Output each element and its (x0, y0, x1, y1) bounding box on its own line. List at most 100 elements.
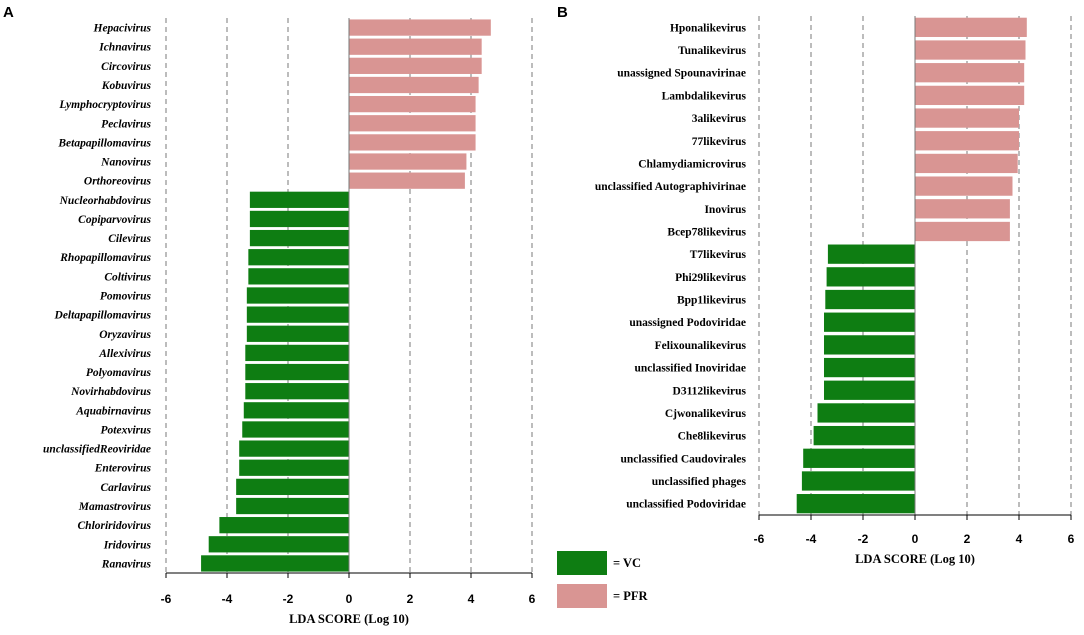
b-category-label: Tunalikevirus (678, 45, 746, 57)
a-bar-chloriridovirus (219, 517, 349, 534)
a-bar-nanovirus (349, 153, 467, 170)
a-bar-pomovirus (246, 287, 349, 304)
b-bar-unclassified-autographivirinae (915, 176, 1013, 196)
a-bar-copiparvovirus (249, 210, 349, 228)
a-bar-carlavirus (236, 478, 349, 496)
b-bar-hponalikevirus (915, 17, 1027, 37)
a-bar-aquabirnavirus (243, 402, 349, 419)
b-category-label: Bpp1likevirus (677, 295, 747, 307)
b-category-label: Che8likevirus (678, 431, 747, 443)
b-bar-unassigned-spounavirinae (915, 63, 1025, 83)
a-bar-potexvirus (242, 421, 349, 438)
a-category-label: Oryzavirus (99, 329, 151, 341)
b-category-label: D3112likevirus (673, 385, 747, 397)
a-category-label: Circovirus (101, 61, 151, 73)
b-category-label: 3alikevirus (692, 113, 747, 125)
b-bar-t7likevirus (827, 244, 915, 264)
panel-b-x-axis-title: LDA SCORE (Log 10) (855, 552, 975, 566)
b-category-label: 77likevirus (692, 136, 747, 148)
a-bar-orthoreovirus (349, 172, 465, 189)
a-category-label: Orthoreovirus (84, 176, 152, 188)
a-x-tick-label: 6 (529, 592, 536, 606)
panel-b-letter: B (557, 4, 568, 21)
b-x-tick-label: -4 (806, 532, 817, 546)
b-category-label: Felixounalikevirus (655, 340, 747, 352)
b-bar-unclassified-inoviridae (824, 357, 915, 378)
a-bar-kobuvirus (349, 76, 479, 94)
b-bar-lambdalikevirus (915, 85, 1025, 106)
legend-vc-swatch (557, 551, 607, 575)
a-category-label: Potexvirus (101, 424, 152, 436)
b-category-label: unassigned Spounavirinae (617, 68, 746, 80)
a-category-label: Deltapapillomavirus (54, 310, 152, 322)
a-category-label: Carlavirus (101, 482, 152, 494)
panel-a-chart: -6 -4 -2 0 2 4 6 Hepacivirus Ichnavirus Circoviru… (43, 18, 536, 606)
panel-a-x-axis-title: LDA SCORE (Log 10) (289, 612, 409, 626)
legend-pfr-label: = PFR (613, 589, 649, 603)
a-category-label: Iridovirus (103, 539, 152, 551)
b-bar-3alikevirus (915, 108, 1019, 128)
a-category-label: Rhopapillomavirus (59, 252, 151, 264)
b-bar-unassigned-podoviridae (824, 312, 915, 332)
legend-pfr-swatch (557, 584, 607, 608)
a-category-label: Copiparvovirus (78, 214, 151, 226)
a-category-label: Polyomavirus (86, 367, 152, 379)
b-bar-che8likevirus (813, 425, 915, 446)
a-category-label: Peclavirus (101, 118, 151, 130)
legend-vc-label: = VC (613, 556, 641, 570)
a-category-label: Lymphocryptovirus (58, 99, 151, 111)
a-bar-betapapillomavirus (349, 134, 476, 151)
a-bar-iridovirus (208, 536, 349, 553)
a-bar-mamastrovirus (236, 497, 349, 515)
legend: = VC = PFR (557, 551, 649, 608)
b-category-label: Bcep78likevirus (667, 226, 746, 238)
b-bar-unclassified-podoviridae (796, 494, 915, 514)
a-category-label: Ichnavirus (98, 42, 151, 54)
a-bar-oryzavirus (246, 325, 349, 342)
a-bar-cilevirus (249, 229, 349, 247)
a-category-label: Aquabirnavirus (75, 405, 151, 417)
a-category-label: Novirhabdovirus (70, 386, 151, 398)
a-category-label: unclassifiedReoviridae (43, 444, 151, 456)
a-category-label: Nucleorhabdovirus (59, 195, 152, 207)
a-category-label: Enterovirus (94, 463, 152, 475)
b-x-tick-label: 0 (912, 532, 919, 546)
b-category-label: unclassified phages (652, 476, 747, 488)
panel-b-chart: -6 -4 -2 0 2 4 6 Hponalikevirus Tunalikevirus una… (595, 16, 1075, 546)
a-bar-rhopapillomavirus (248, 249, 349, 266)
a-x-tick-label: -6 (161, 592, 172, 606)
a-bar-allexivirus (245, 344, 349, 362)
b-bar-phi29likevirus (826, 267, 915, 287)
a-category-label: Betapapillomavirus (57, 137, 151, 149)
a-bar-nucleorhabdovirus (249, 191, 349, 208)
b-category-label: Inovirus (704, 204, 746, 216)
a-bar-circovirus (349, 57, 482, 74)
panel-a-letter: A (3, 4, 14, 21)
a-category-label: Nanovirus (100, 157, 151, 169)
a-bar-hepacivirus (349, 19, 491, 36)
b-category-label: unassigned Podoviridae (629, 317, 746, 329)
b-category-label: Lambdalikevirus (662, 90, 747, 102)
a-bar-ranavirus (201, 555, 349, 572)
b-bar-cjwonalikevirus (817, 403, 915, 423)
b-category-label: T7likevirus (690, 249, 747, 261)
b-category-label: unclassified Caudovirales (620, 453, 746, 465)
a-category-label: Kobuvirus (101, 80, 152, 92)
a-category-label: Ranavirus (101, 558, 152, 570)
b-bar-unclassified-caudovirales (803, 448, 915, 468)
a-x-tick-label: -2 (283, 592, 294, 606)
a-category-label: Cilevirus (108, 233, 151, 245)
b-bar-d3112likevirus (824, 380, 915, 400)
b-bar-inovirus (915, 199, 1010, 219)
a-x-tick-label: 4 (468, 592, 475, 606)
a-bar-enterovirus (239, 459, 349, 476)
b-category-label: Phi29likevirus (675, 272, 746, 284)
a-category-label: Mamastrovirus (78, 501, 152, 513)
b-bar-77likevirus (915, 131, 1019, 151)
a-bar-coltivirus (248, 268, 349, 285)
a-x-tick-label: 2 (407, 592, 414, 606)
b-category-label: unclassified Inoviridae (634, 363, 746, 375)
a-bar-unclassifiedreoviridae (239, 440, 349, 457)
b-bar-felixounalikevirus (824, 335, 915, 355)
a-bar-ichnavirus (349, 38, 482, 55)
